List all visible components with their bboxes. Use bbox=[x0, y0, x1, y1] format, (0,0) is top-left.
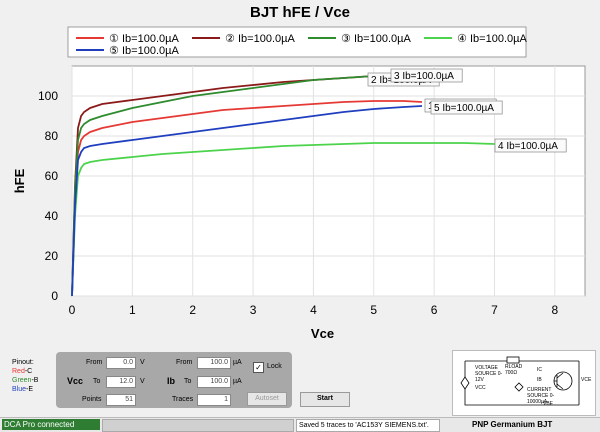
status-bar: DCA Pro connected Saved 5 traces to 'AC1… bbox=[0, 417, 600, 432]
pinout-green-pin: -B bbox=[31, 377, 39, 384]
chart-title: BJT hFE / Vce bbox=[249, 4, 351, 21]
legend-box bbox=[67, 26, 527, 58]
legend-marker: ① bbox=[109, 32, 119, 45]
pinout-title: Pinout: bbox=[12, 359, 34, 366]
legend-label: Ib=100.0µA bbox=[470, 33, 527, 45]
traces-label: Traces bbox=[172, 396, 194, 403]
legend-marker: ⑤ bbox=[109, 44, 119, 57]
x-tick-label: 0 bbox=[69, 303, 76, 317]
vcc-label: Vcc bbox=[67, 376, 84, 386]
plot-area bbox=[71, 65, 586, 297]
ib-from-unit: µA bbox=[233, 359, 242, 366]
legend-label: Ib=100.0µA bbox=[238, 33, 295, 45]
lock-checkbox[interactable]: ✓ bbox=[253, 362, 264, 373]
series-end-label-box-5 bbox=[430, 100, 503, 115]
progress-bar bbox=[102, 419, 294, 432]
series-end-label-4: 4 Ib=100.0µA bbox=[498, 141, 558, 152]
legend-label: Ib=100.0µA bbox=[122, 45, 179, 57]
x-tick-label: 3 bbox=[250, 303, 257, 317]
ib-label: Ib bbox=[167, 376, 175, 386]
ic-label: IC bbox=[537, 367, 542, 373]
y-tick-label: 80 bbox=[45, 129, 59, 143]
pinout-green-name: Green bbox=[12, 377, 32, 384]
status-message: Saved 5 traces to 'AC153Y SIEMENS.txt'. bbox=[296, 419, 440, 432]
voltage-source-label: VOLTAGE SOURCE 0-12V bbox=[475, 365, 503, 383]
connection-status: DCA Pro connected bbox=[2, 419, 100, 430]
current-source-label: CURRENT SOURCE 0-10000µA bbox=[527, 387, 555, 405]
series-line-4 bbox=[71, 142, 495, 297]
y-axis-label: hFE bbox=[12, 168, 27, 193]
legend-marker: ④ bbox=[457, 32, 467, 45]
lock-label: Lock bbox=[267, 363, 282, 370]
circuit-diagram: VOLTAGE SOURCE 0-12V VCC RLOAD 700Ω IC I… bbox=[452, 350, 596, 416]
series-end-label-box-4 bbox=[494, 138, 567, 153]
pinout-blue-name: Blue bbox=[12, 386, 27, 393]
series-end-label-3: 3 Ib=100.0µA bbox=[394, 71, 454, 82]
x-tick-label: 2 bbox=[189, 303, 196, 317]
pinout-blue: Blue-E bbox=[12, 385, 38, 394]
points-label: Points bbox=[82, 396, 102, 403]
start-button[interactable]: Start bbox=[300, 392, 350, 407]
legend-label: Ib=100.0µA bbox=[122, 33, 179, 45]
ib-to-label: To bbox=[184, 378, 192, 385]
legend-label: Ib=100.0µA bbox=[354, 33, 411, 45]
device-type: PNP Germanium BJT bbox=[472, 420, 553, 429]
pinout-green: Green-B bbox=[12, 376, 38, 385]
hfe-chart: 012345678020406080100VcehFE1 Ib=100.0µA2… bbox=[12, 26, 586, 341]
sweep-controls-panel: From 0.0 V Vcc To 12.0 V Points 51 From … bbox=[56, 352, 292, 408]
pinout-blue-pin: -E bbox=[26, 386, 34, 393]
traces-input[interactable]: 1 bbox=[197, 394, 231, 406]
x-tick-label: 6 bbox=[431, 303, 438, 317]
vcc-to-unit: V bbox=[140, 378, 145, 385]
legend-marker: ② bbox=[225, 32, 235, 45]
x-axis-label: Vce bbox=[311, 326, 334, 341]
ib-to-unit: µA bbox=[233, 378, 242, 385]
pinout-red-pin: -C bbox=[24, 368, 33, 375]
series-line-3 bbox=[71, 75, 374, 297]
y-tick-label: 40 bbox=[45, 209, 59, 223]
vcc-from-unit: V bbox=[140, 359, 145, 366]
legend-marker: ③ bbox=[341, 32, 351, 45]
load-label: RLOAD 700Ω bbox=[505, 364, 523, 376]
y-tick-label: 60 bbox=[45, 169, 59, 183]
vce-label: VCE bbox=[581, 377, 592, 383]
y-tick-label: 0 bbox=[51, 289, 58, 303]
autoset-button[interactable]: Autoset bbox=[247, 392, 287, 406]
series-line-5 bbox=[71, 105, 423, 297]
ib-node-label: IB bbox=[537, 377, 542, 383]
ib-from-input[interactable]: 100.0 bbox=[197, 357, 231, 369]
schematic-lines bbox=[460, 356, 580, 406]
series-end-label-5: 5 Ib=100.0µA bbox=[434, 103, 494, 114]
vbe-label: VBE bbox=[543, 401, 554, 407]
y-tick-label: 100 bbox=[38, 89, 58, 103]
x-tick-label: 1 bbox=[129, 303, 136, 317]
series-line-1 bbox=[71, 100, 423, 297]
x-tick-label: 5 bbox=[370, 303, 377, 317]
pinout-legend: Pinout: Red-C Green-B Blue-E bbox=[12, 358, 38, 394]
vcc-to-input[interactable]: 12.0 bbox=[106, 376, 136, 388]
series-line-2 bbox=[71, 75, 374, 297]
vcc-node-label: VCC bbox=[475, 385, 486, 391]
x-tick-label: 7 bbox=[491, 303, 498, 317]
points-input[interactable]: 51 bbox=[106, 394, 136, 406]
x-tick-label: 4 bbox=[310, 303, 317, 317]
ib-to-input[interactable]: 100.0 bbox=[197, 376, 231, 388]
series-end-label-box-3 bbox=[390, 68, 463, 83]
ib-from-label: From bbox=[176, 359, 193, 366]
x-tick-label: 8 bbox=[551, 303, 558, 317]
vcc-to-label: To bbox=[93, 378, 101, 385]
y-tick-label: 20 bbox=[45, 249, 59, 263]
pinout-red: Red-C bbox=[12, 367, 38, 376]
vcc-from-input[interactable]: 0.0 bbox=[106, 357, 136, 369]
pinout-red-name: Red bbox=[12, 368, 25, 375]
vcc-from-label: From bbox=[86, 359, 103, 366]
